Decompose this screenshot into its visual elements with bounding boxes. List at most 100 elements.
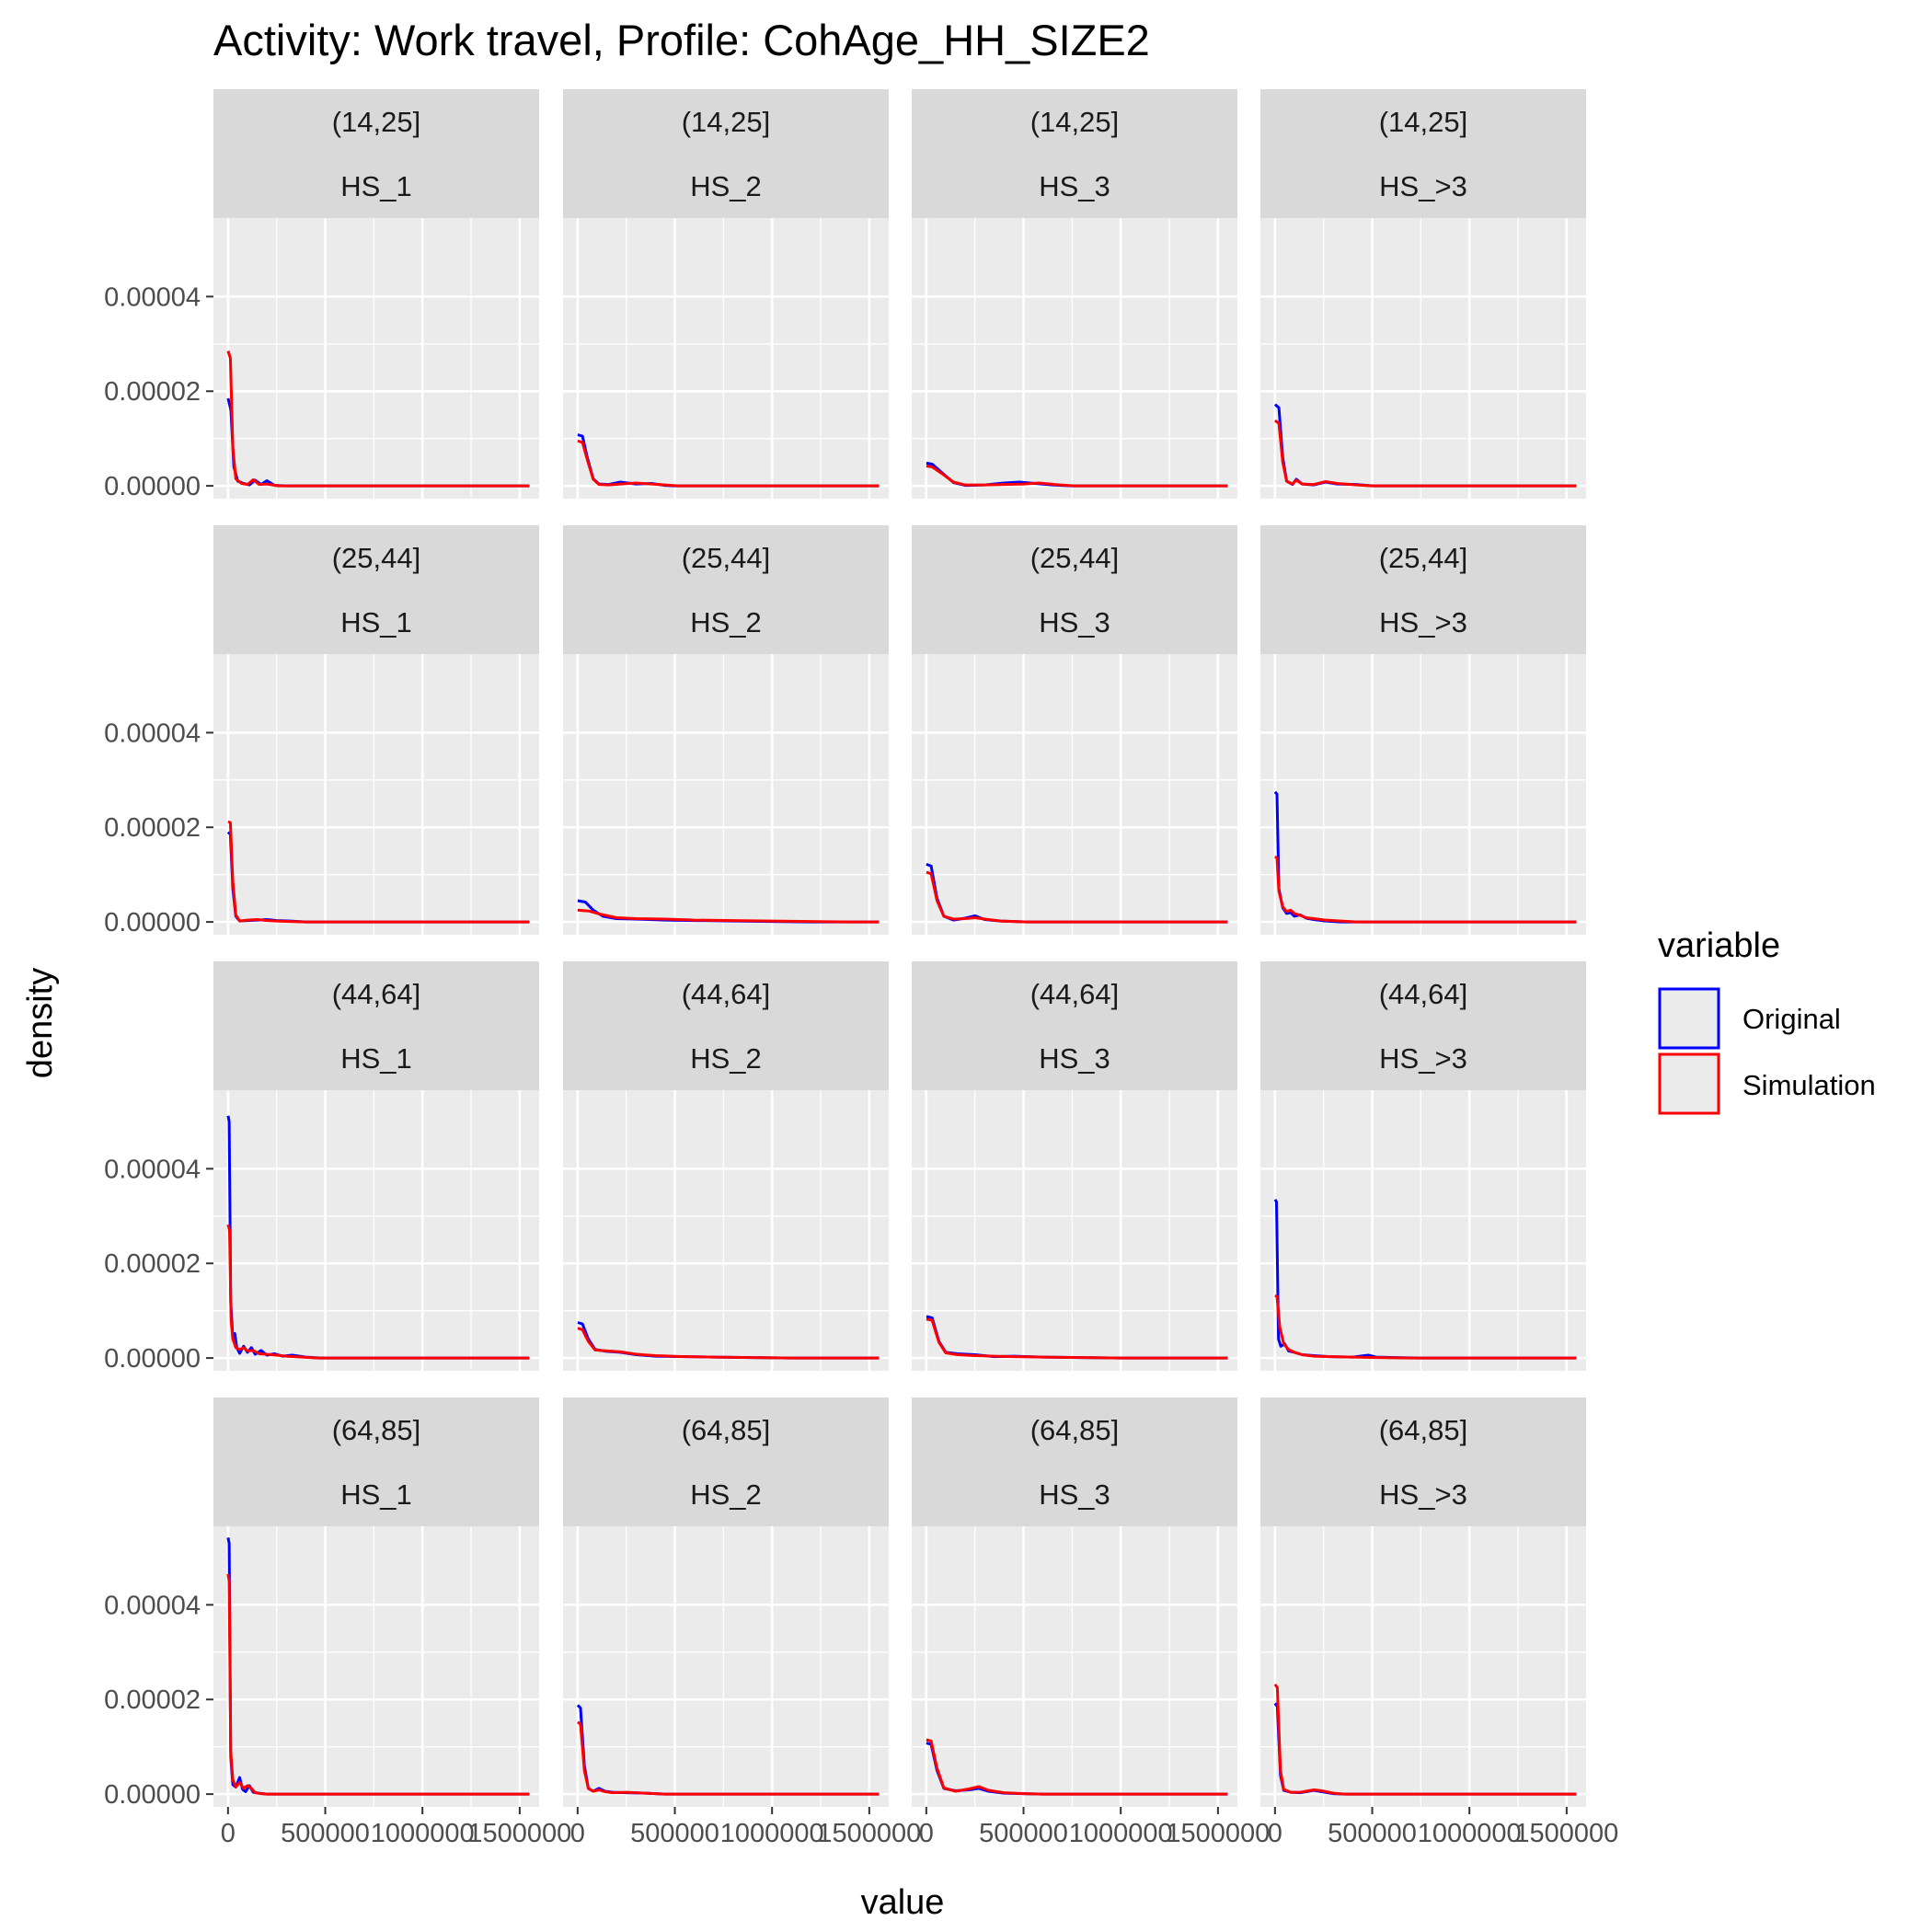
- x-tick-label: 500000: [979, 1819, 1068, 1848]
- facet-strip: [1260, 961, 1586, 1090]
- panel-background: [1260, 218, 1586, 499]
- facet-strip: [912, 961, 1237, 1090]
- density-line-simulation: [926, 870, 1228, 924]
- density-line-simulation: [226, 351, 530, 488]
- panel-background: [563, 1526, 889, 1807]
- facet-strip-hs-label: HS_1: [340, 1042, 412, 1075]
- facet-strip-hs-label: HS_3: [1039, 606, 1110, 638]
- facet-strip-age-label: (14,25]: [1379, 106, 1468, 138]
- panel-background: [1260, 1526, 1586, 1807]
- facet-strip-age-label: (44,64]: [332, 978, 421, 1010]
- x-tick-label: 1000000: [1418, 1819, 1522, 1848]
- density-line-simulation: [1273, 1683, 1577, 1796]
- x-tick-label: 500000: [630, 1819, 719, 1848]
- panel-25-44-hs-3: (25,44] HS_>3: [1260, 525, 1586, 935]
- plot-title: Activity: Work travel, Profile: CohAge_H…: [213, 16, 1150, 64]
- facet-strip-age-label: (14,25]: [682, 106, 771, 138]
- panel-64-85-hs-3: (64,85] HS_3: [912, 1397, 1237, 1807]
- panel-background: [912, 1090, 1237, 1371]
- facet-strip: [912, 89, 1237, 218]
- facet-strip: [213, 89, 539, 218]
- facet-strip: [563, 1397, 889, 1526]
- facet-strip: [1260, 525, 1586, 654]
- panel-14-25-hs-3: (14,25] HS_3: [912, 89, 1237, 499]
- y-tick-label: 0.00000: [104, 472, 201, 501]
- x-tick-label: 1000000: [371, 1819, 475, 1848]
- facet-strip: [1260, 89, 1586, 218]
- density-line-simulation: [926, 465, 1228, 488]
- panel-44-64-hs-2: (44,64] HS_2: [563, 961, 889, 1371]
- density-line-simulation: [926, 1317, 1228, 1360]
- x-axis-title: value: [861, 1883, 945, 1922]
- panel-background: [912, 1526, 1237, 1807]
- panel-background: [213, 1090, 539, 1371]
- panel-background: [563, 1090, 889, 1371]
- panel-background: [1260, 1090, 1586, 1371]
- facet-strip-hs-label: HS_3: [1039, 170, 1110, 202]
- facet-strip-age-label: (44,64]: [1379, 978, 1468, 1010]
- facet-strip-age-label: (44,64]: [1030, 978, 1120, 1010]
- legend-label-simulation: Simulation: [1742, 1069, 1876, 1101]
- density-line-simulation: [577, 439, 880, 488]
- facet-strip: [1260, 1397, 1586, 1526]
- y-tick-label: 0.00002: [104, 1685, 201, 1715]
- facet-strip: [213, 961, 539, 1090]
- x-tick-label: 0: [919, 1819, 934, 1848]
- facet-strip: [213, 1397, 539, 1526]
- facet-strip-hs-label: HS_2: [690, 1042, 762, 1075]
- x-tick-label: 1000000: [720, 1819, 824, 1848]
- legend-title: variable: [1658, 926, 1780, 965]
- y-tick-label: 0.00000: [104, 1344, 201, 1374]
- facet-strip-hs-label: HS_1: [340, 606, 412, 638]
- panel-background: [563, 218, 889, 499]
- x-tick-label: 1500000: [1166, 1819, 1270, 1848]
- density-line-simulation: [226, 1224, 530, 1360]
- panel-14-25-hs-2: (14,25] HS_2: [563, 89, 889, 499]
- y-tick-label: 0.00004: [104, 1155, 201, 1184]
- y-tick-label: 0.00000: [104, 908, 201, 937]
- facet-strip-age-label: (25,44]: [332, 542, 421, 574]
- facet-strip-age-label: (64,85]: [1379, 1414, 1468, 1446]
- facet-strip-hs-label: HS_>3: [1379, 1478, 1467, 1511]
- density-line-simulation: [577, 1720, 880, 1796]
- panel-14-25-hs-1: (14,25] HS_1: [213, 89, 539, 499]
- facet-strip-hs-label: HS_>3: [1379, 1042, 1467, 1075]
- panel-64-85-hs-1: (64,85] HS_1: [213, 1397, 539, 1807]
- y-tick-label: 0.00004: [104, 282, 201, 312]
- facet-strip-hs-label: HS_1: [340, 1478, 412, 1511]
- panel-25-44-hs-2: (25,44] HS_2: [563, 525, 889, 935]
- density-line-simulation: [577, 1327, 880, 1360]
- panel-background: [912, 654, 1237, 935]
- panel-44-64-hs-3: (44,64] HS_3: [912, 961, 1237, 1371]
- facet-strip-age-label: (14,25]: [1030, 106, 1120, 138]
- facet-strip-hs-label: HS_2: [690, 606, 762, 638]
- facet-strip: [213, 525, 539, 654]
- panel-background: [213, 1526, 539, 1807]
- facet-strip-hs-label: HS_1: [340, 170, 412, 202]
- facet-strip-age-label: (25,44]: [682, 542, 771, 574]
- legend-key-simulation: [1658, 1052, 1720, 1115]
- facet-strip: [563, 961, 889, 1090]
- density-line-simulation: [1273, 855, 1577, 924]
- panel-background: [213, 654, 539, 935]
- x-tick-label: 0: [1268, 1819, 1282, 1848]
- facet-strip-hs-label: HS_3: [1039, 1478, 1110, 1511]
- density-line-simulation: [226, 1573, 530, 1796]
- panel-25-44-hs-3: (25,44] HS_3: [912, 525, 1237, 935]
- legend-key-original: [1658, 987, 1720, 1050]
- panel-background: [1260, 654, 1586, 935]
- facet-strip-age-label: (14,25]: [332, 106, 421, 138]
- panel-background: [912, 218, 1237, 499]
- panel-14-25-hs-3: (14,25] HS_>3: [1260, 89, 1586, 499]
- panel-44-64-hs-3: (44,64] HS_>3: [1260, 961, 1586, 1371]
- facet-strip-age-label: (64,85]: [1030, 1414, 1120, 1446]
- y-tick-label: 0.00002: [104, 813, 201, 843]
- facet-strip: [563, 89, 889, 218]
- y-tick-label: 0.00002: [104, 1249, 201, 1279]
- facet-panels: (14,25]HS_1(14,25]HS_2(14,25]HS_3(14,25]…: [213, 89, 1586, 1807]
- x-tick-label: 0: [221, 1819, 236, 1848]
- legend-label-original: Original: [1742, 1003, 1841, 1035]
- y-tick-label: 0.00004: [104, 719, 201, 748]
